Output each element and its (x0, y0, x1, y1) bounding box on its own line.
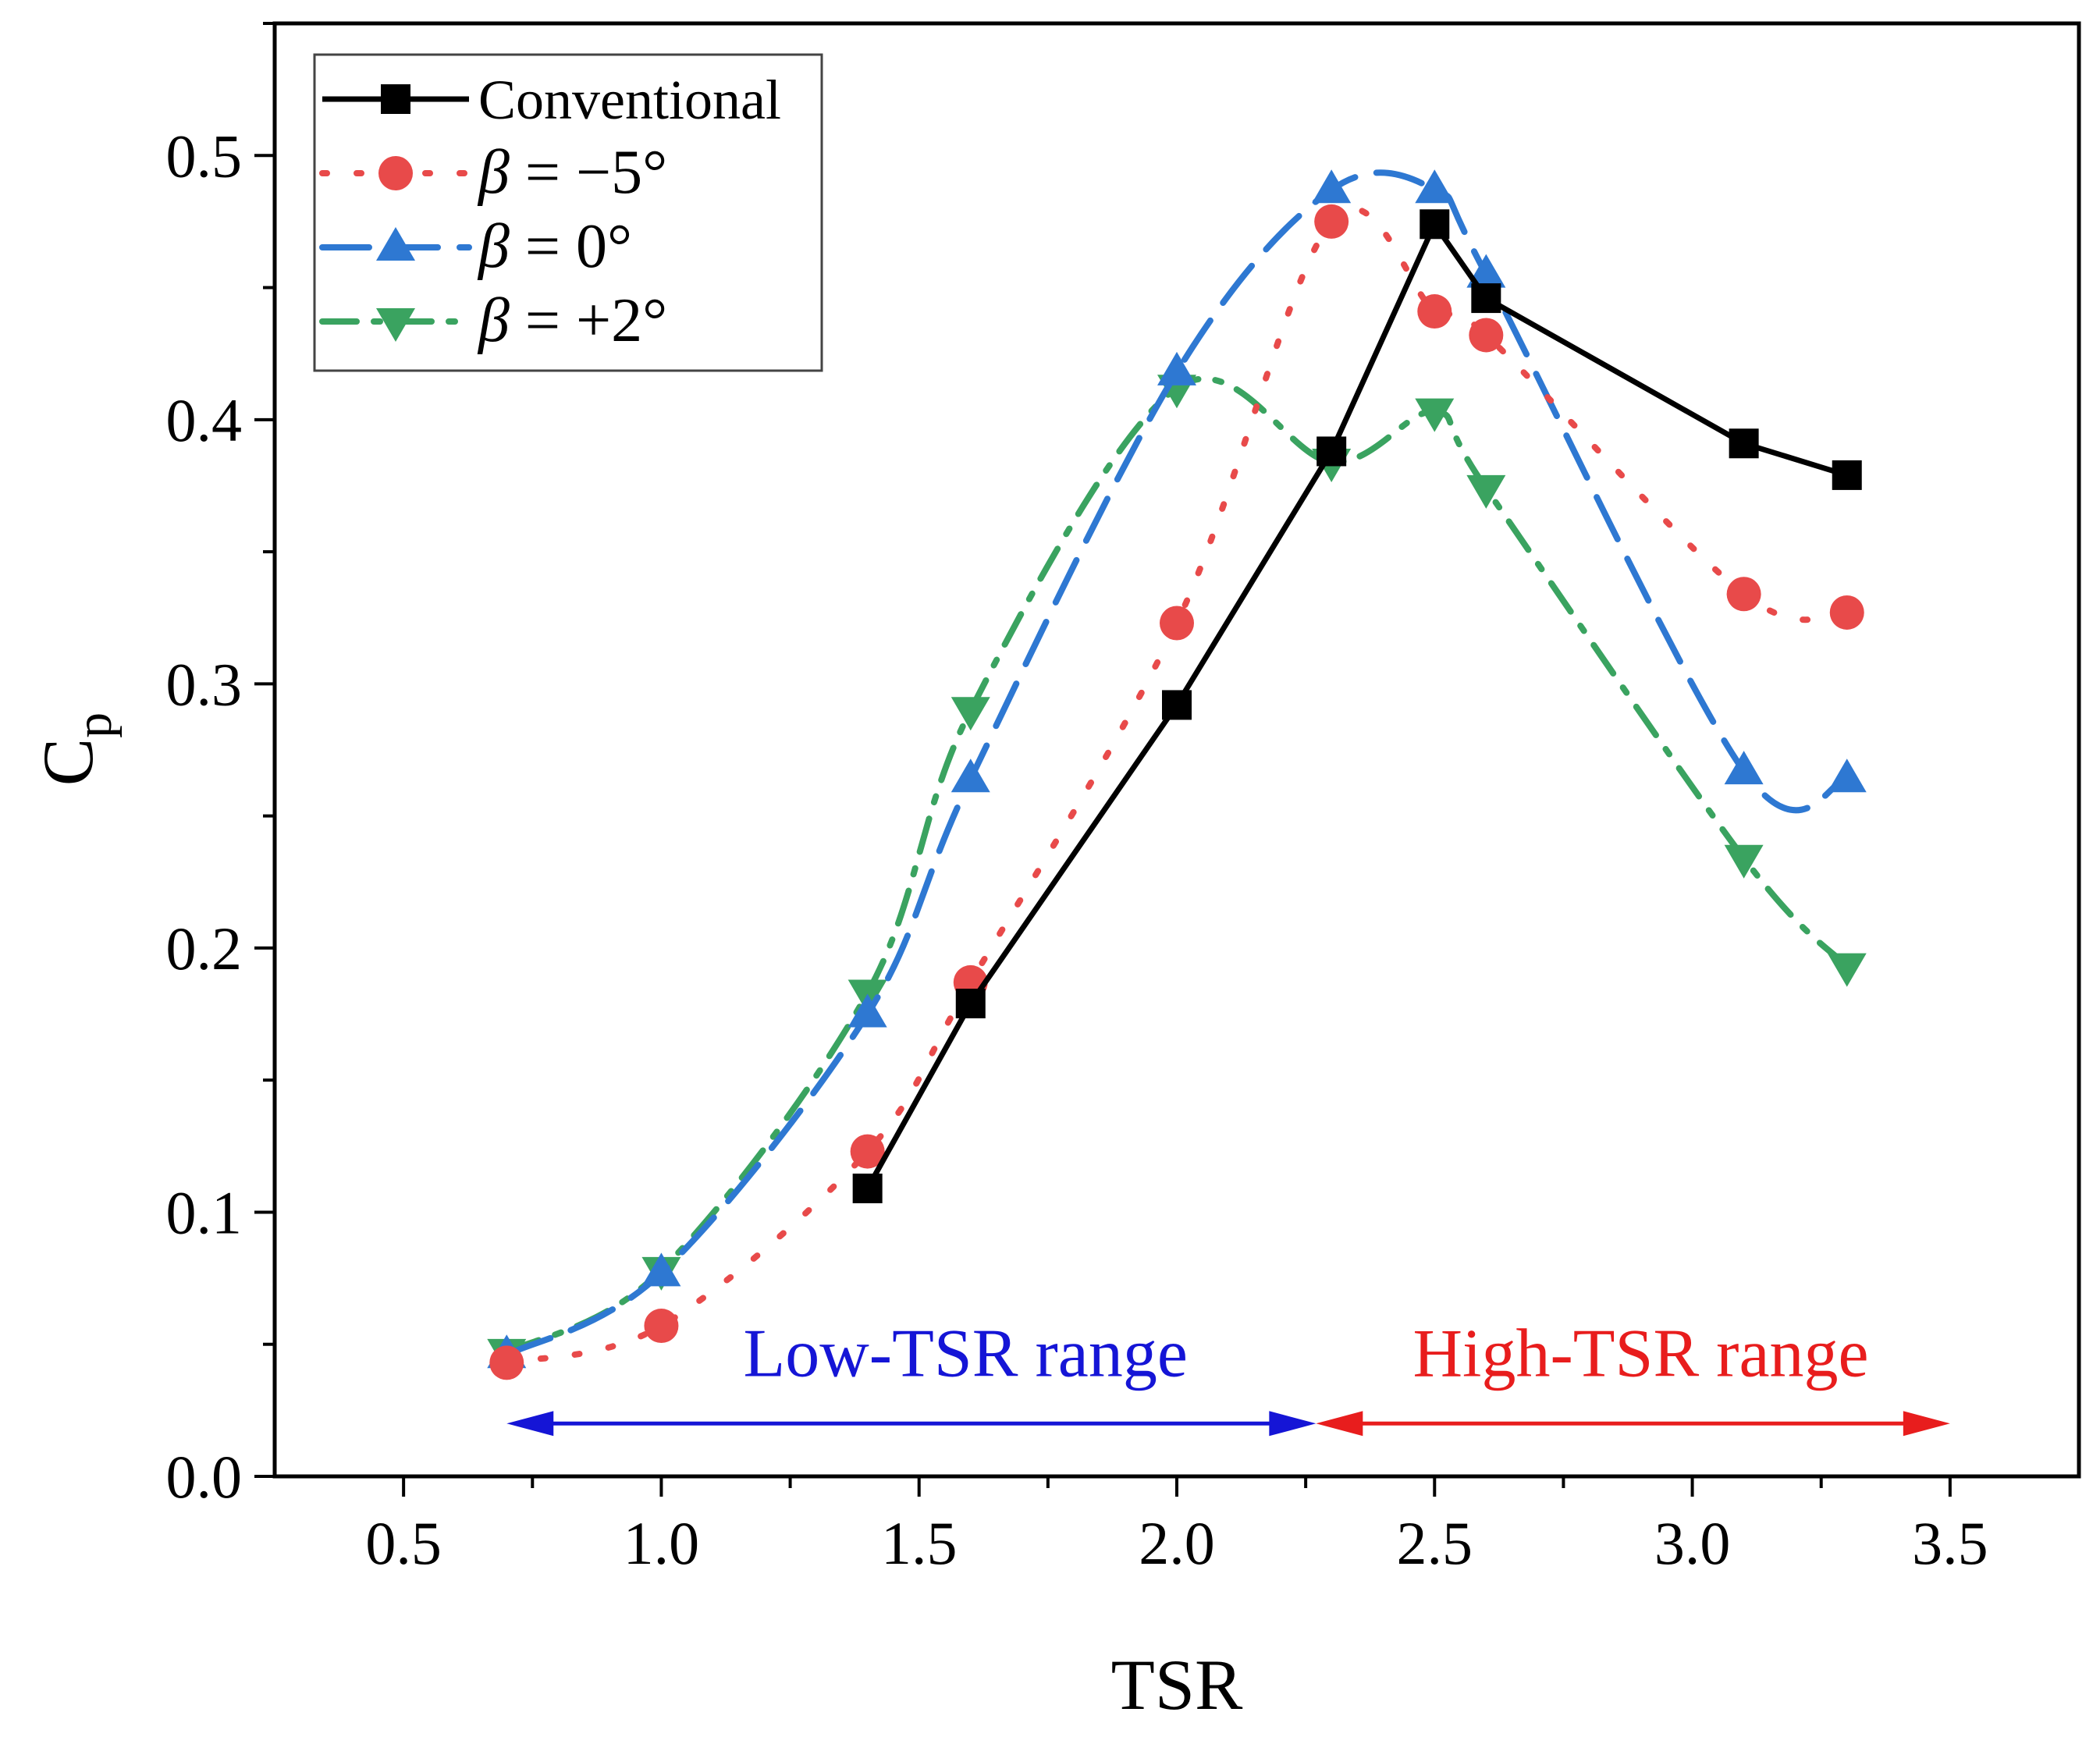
legend-marker (381, 84, 410, 114)
data-point (951, 697, 990, 731)
legend-label: β = −5° (477, 138, 667, 207)
x-axis-title: TSR (1111, 1645, 1243, 1725)
y-tick-label: 0.5 (166, 122, 243, 190)
legend-entry-0: Conventional (322, 69, 781, 131)
legend-beta: β (477, 286, 510, 355)
series-1 (489, 204, 1864, 1380)
data-point (955, 989, 986, 1019)
range-annotation-1: High-TSR range (1316, 1316, 1950, 1437)
series-layer (487, 169, 1867, 1380)
y-axis-title: Cp (28, 712, 123, 786)
data-point (1827, 758, 1867, 793)
series-0 (852, 209, 1862, 1203)
legend-marker (376, 227, 415, 261)
data-point (1829, 595, 1864, 630)
y-tick-label: 0.1 (166, 1178, 243, 1246)
legend-entry-1: β = −5° (319, 138, 667, 207)
data-point (1832, 460, 1862, 490)
range-label: Low-TSR range (743, 1316, 1187, 1391)
x-tick-label: 3.5 (1912, 1509, 1988, 1577)
y-axis-title-main: C (28, 738, 108, 786)
data-point (1466, 254, 1506, 288)
data-point (489, 1345, 524, 1380)
legend-beta: β (477, 138, 510, 207)
series-line (503, 205, 1850, 1366)
legend-marker (376, 308, 415, 342)
legend-entry-2: β = 0° (319, 212, 632, 281)
legend-beta: β (477, 212, 510, 281)
data-point (1417, 294, 1452, 329)
data-point (1415, 398, 1455, 432)
series-3 (487, 375, 1867, 1373)
x-tick-label: 0.5 (365, 1509, 442, 1577)
range-arrow-head-right (1903, 1411, 1950, 1437)
data-point (1160, 606, 1194, 641)
legend-value: = +2° (510, 286, 667, 355)
axis-ticks (254, 22, 1952, 1497)
data-point (1726, 577, 1761, 612)
data-point (847, 993, 887, 1028)
legend-label: Conventional (478, 69, 781, 131)
data-point (850, 1134, 885, 1169)
y-tick-label: 0.0 (166, 1443, 243, 1511)
data-point (641, 1252, 681, 1287)
data-point (1724, 844, 1764, 879)
x-tick-label: 2.0 (1139, 1509, 1215, 1577)
legend-value: = −5° (510, 138, 667, 207)
legend-value: = 0° (510, 212, 632, 281)
x-tick-label: 1.5 (881, 1509, 958, 1577)
data-point (1157, 351, 1196, 385)
y-tick-label: 0.4 (166, 386, 243, 454)
data-point (1162, 690, 1192, 720)
data-point (852, 1173, 883, 1203)
data-point (1415, 169, 1455, 204)
data-point (1314, 204, 1349, 239)
range-arrow-head-left (1316, 1411, 1363, 1437)
x-tick-label: 2.5 (1397, 1509, 1473, 1577)
data-point (951, 758, 990, 793)
x-tick-label: 3.0 (1654, 1509, 1731, 1577)
range-arrow-head-left (506, 1411, 554, 1437)
legend-marker (378, 156, 413, 190)
data-point (1724, 751, 1764, 785)
series-line (503, 375, 1850, 1355)
data-point (1469, 318, 1504, 353)
range-annotation-0: Low-TSR range (506, 1316, 1316, 1437)
data-point (1471, 283, 1501, 314)
svg-text:Cp: Cp (28, 712, 123, 786)
legend-label: β = +2° (477, 286, 667, 355)
data-point (1729, 428, 1759, 459)
y-axis-title-sub: p (66, 712, 123, 738)
range-arrow-head-right (1269, 1411, 1316, 1437)
legend-label: β = 0° (477, 212, 632, 281)
x-tick-label: 1.0 (624, 1509, 700, 1577)
data-point (1316, 436, 1347, 467)
data-point (1827, 953, 1867, 987)
range-label: High-TSR range (1412, 1316, 1868, 1391)
series-line (865, 221, 1848, 1190)
y-tick-labels: 0.0 0.1 0.2 0.3 0.4 0.5 (166, 122, 243, 1511)
range-annotations: Low-TSR range High-TSR range (506, 1316, 1950, 1437)
series-line (503, 169, 1850, 1359)
legend-entry-3: β = +2° (319, 286, 667, 355)
data-point (1466, 474, 1506, 509)
data-point (644, 1309, 679, 1344)
x-tick-labels: 0.5 1.0 1.5 2.0 2.5 3.0 3.5 (365, 1509, 1988, 1577)
y-tick-label: 0.3 (166, 650, 243, 718)
y-tick-label: 0.2 (166, 915, 243, 982)
data-point (1312, 169, 1352, 204)
data-point (1420, 209, 1450, 240)
